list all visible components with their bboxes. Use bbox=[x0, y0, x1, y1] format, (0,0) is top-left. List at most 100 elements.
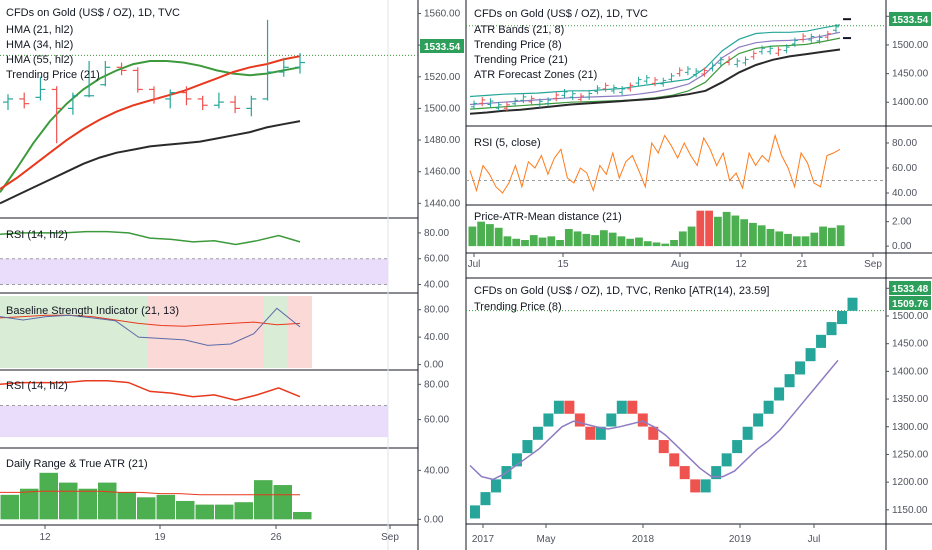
left-rsi-panel-1[interactable]: 80.00 60.00 40.00 RSI (14, hl2) bbox=[0, 228, 449, 291]
distance-bar bbox=[775, 231, 784, 247]
baseline-purple-line bbox=[0, 307, 301, 346]
right-x-tick-3: 12 bbox=[735, 259, 747, 270]
right-rsi-title: RSI (5, close) bbox=[474, 137, 541, 149]
distance-bar bbox=[547, 236, 556, 247]
distance-bar bbox=[749, 222, 757, 247]
distance-bar bbox=[819, 226, 827, 247]
distance-bar bbox=[521, 240, 529, 247]
distance-bar bbox=[696, 210, 705, 247]
renko-y-tick-6: 1250.00 bbox=[892, 449, 929, 460]
distance-bar bbox=[468, 226, 477, 247]
atr-bar bbox=[20, 488, 39, 520]
right-price-y-tick-1: 1500.00 bbox=[892, 40, 929, 51]
rsi1-y-tick-0: 80.00 bbox=[424, 228, 449, 239]
atr-y-tick-1: 0.00 bbox=[424, 514, 444, 525]
distance-bar bbox=[486, 224, 494, 247]
renko-brick bbox=[616, 400, 627, 414]
renko-brick bbox=[564, 400, 575, 414]
renko-brick bbox=[627, 400, 638, 414]
right-x-tick-4: 21 bbox=[796, 259, 808, 270]
daily-range-atr-panel[interactable]: 40.00 0.00 Daily Range & True ATR (21) bbox=[0, 458, 449, 525]
distance-bar bbox=[573, 231, 582, 247]
distance-bar bbox=[591, 235, 600, 247]
rsi-band bbox=[0, 258, 388, 285]
renko-brick bbox=[606, 413, 617, 427]
left-price-panel[interactable]: 1560.001540.001520.001500.001480.001460.… bbox=[0, 7, 464, 209]
baseline-strength-panel[interactable]: 80.00 40.00 0.00 Baseline Strength Indicat… bbox=[0, 296, 449, 371]
chart-title: CFDs on Gold (US$ / OZ), 1D, TVC bbox=[6, 7, 180, 19]
right-price-y-tick-3: 1400.00 bbox=[892, 97, 929, 108]
renko-y-tick-5: 1300.00 bbox=[892, 422, 929, 433]
renko-brick bbox=[837, 311, 848, 325]
distance-bar bbox=[582, 233, 591, 247]
left-price-y-tick-3: 1500.00 bbox=[424, 103, 461, 114]
rsi1-y-tick-2: 40.00 bbox=[424, 280, 449, 291]
legend-trending-price: Trending Price (21) bbox=[6, 69, 100, 81]
distance-bar bbox=[494, 227, 503, 247]
price-atr-distance-panel[interactable]: 2.00 0.00 Price-ATR-Mean distance (21) bbox=[468, 210, 912, 252]
renko-brick bbox=[543, 413, 554, 427]
legend-trending-21: Trending Price (21) bbox=[474, 54, 568, 66]
distance-bar bbox=[503, 236, 512, 247]
renko-brick bbox=[669, 453, 680, 467]
right-price-badge-text: 1533.54 bbox=[892, 15, 929, 26]
renko-brick bbox=[511, 453, 522, 467]
right-rsi-panel[interactable]: 80.00 60.00 40.00 RSI (5, close) bbox=[466, 133, 917, 200]
atr-bar bbox=[254, 480, 273, 520]
renko-badge-1 bbox=[889, 281, 931, 295]
distance-bar bbox=[731, 215, 740, 247]
distance-bar bbox=[626, 238, 635, 247]
renko-title: CFDs on Gold (US$ / OZ), 1D, TVC, Renko … bbox=[474, 285, 769, 297]
renko-y-tick-2: 1450.00 bbox=[892, 339, 929, 350]
left-x-axis: 12 19 26 Sep bbox=[39, 525, 399, 543]
renko-brick bbox=[774, 387, 785, 401]
left-price-y-tick-4: 1480.00 bbox=[424, 135, 461, 146]
right-chart-title: CFDs on Gold (US$ / OZ), 1D, TVC bbox=[474, 8, 648, 20]
baseline-y-tick-2: 0.00 bbox=[424, 360, 444, 371]
renko-brick bbox=[826, 322, 837, 336]
baseline-y-tick-1: 40.00 bbox=[424, 332, 449, 343]
distance-bar bbox=[792, 236, 801, 247]
baseline-zone-green-2 bbox=[264, 296, 288, 368]
renko-x-axis: 2017 May 2018 2019 Jul bbox=[472, 524, 820, 545]
distance-bar bbox=[556, 240, 564, 247]
distance-bar bbox=[678, 231, 687, 247]
price-badge bbox=[420, 39, 464, 53]
distance-bar bbox=[643, 241, 652, 247]
renko-y-tick-3: 1400.00 bbox=[892, 366, 929, 377]
atr-bar bbox=[117, 492, 136, 520]
left-rsi-panel-2[interactable]: 80.00 60.00 RSI (14, hl2) bbox=[0, 379, 449, 438]
atr-title: Daily Range & True ATR (21) bbox=[6, 458, 148, 470]
distance-bar bbox=[836, 225, 845, 247]
renko-trend-line bbox=[469, 359, 839, 481]
left-price-y-tick-0: 1560.00 bbox=[424, 8, 461, 19]
distance-bar bbox=[827, 227, 836, 247]
distance-y-tick-1: 0.00 bbox=[892, 241, 912, 252]
rsi2-title: RSI (14, hl2) bbox=[6, 380, 68, 392]
renko-panel[interactable]: 1550.001500.001450.001400.001350.001300.… bbox=[466, 281, 931, 519]
renko-brick bbox=[480, 492, 491, 506]
atr-bar bbox=[215, 504, 234, 520]
distance-bar bbox=[635, 237, 643, 247]
distance-bar bbox=[801, 236, 810, 247]
left-x-tick-2: 26 bbox=[270, 532, 282, 543]
distance-bar bbox=[512, 238, 521, 247]
atr-line bbox=[0, 490, 300, 496]
renko-brick bbox=[805, 348, 816, 362]
baseline-title: Baseline Strength Indicator (21, 13) bbox=[6, 305, 179, 317]
series-line-0 bbox=[0, 60, 301, 193]
renko-brick bbox=[711, 466, 722, 480]
renko-brick bbox=[574, 413, 585, 427]
baseline-red-line bbox=[0, 314, 301, 327]
rsi2-line bbox=[0, 380, 301, 401]
renko-brick bbox=[637, 413, 648, 427]
atr-bar bbox=[39, 472, 58, 520]
renko-x-tick-2: 2018 bbox=[632, 534, 655, 545]
renko-badge-2-text: 1509.76 bbox=[892, 299, 929, 310]
right-rsi-y-tick-0: 80.00 bbox=[892, 138, 917, 149]
series-line-1 bbox=[0, 55, 301, 190]
renko-x-tick-0: 2017 bbox=[472, 534, 495, 545]
